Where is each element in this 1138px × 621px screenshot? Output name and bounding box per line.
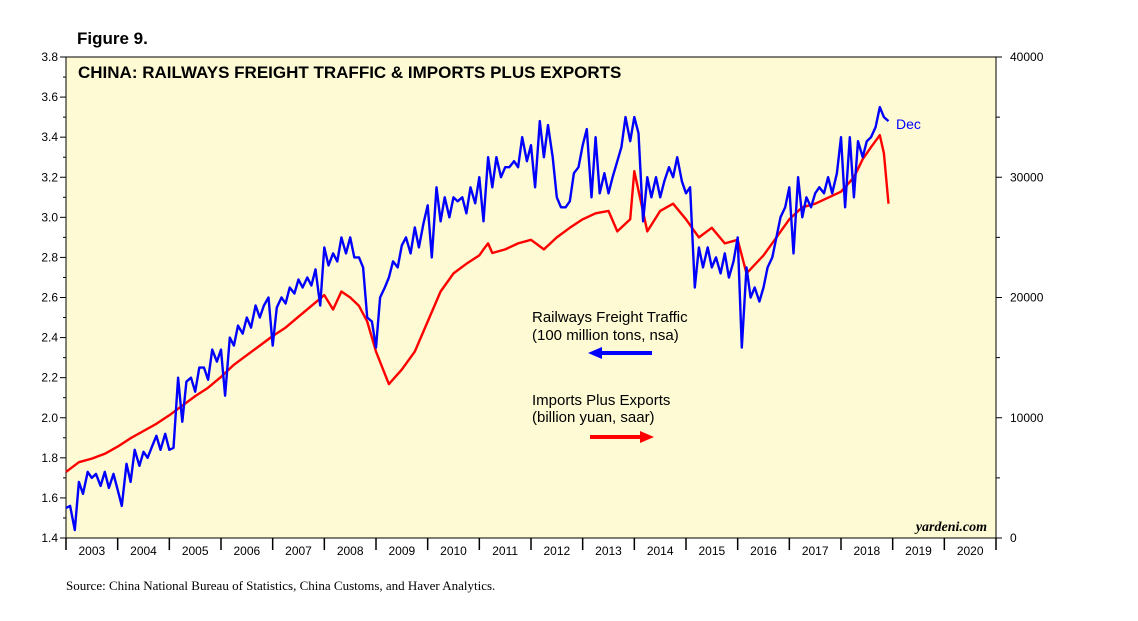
x-tick-label: 2005 [182, 544, 209, 558]
legend-railways-arrow [588, 347, 652, 359]
source-note: Source: China National Bureau of Statist… [66, 578, 495, 593]
left-tick-label: 1.8 [41, 451, 58, 465]
left-tick-label: 3.4 [41, 130, 58, 144]
left-tick-label: 1.6 [41, 491, 58, 505]
x-tick-label: 2016 [750, 544, 777, 558]
legend-railways-unit: (100 million tons, nsa) [532, 327, 679, 344]
right-tick-label: 30000 [1010, 170, 1044, 184]
x-tick-label: 2010 [440, 544, 467, 558]
left-tick-label: 2.6 [41, 291, 58, 305]
plot-area [65, 56, 997, 539]
left-tick-label: 2.8 [41, 250, 58, 264]
x-tick-label: 2011 [492, 544, 518, 558]
railways-freight-line [65, 105, 890, 532]
x-axis: 2003 2004 2005 2006 2007 2008 2009 2010 2011 2012… [65, 538, 997, 558]
x-tick-label: 2006 [233, 544, 260, 558]
left-tick-label: 3.2 [41, 170, 58, 184]
x-tick-label: 2017 [802, 544, 829, 558]
x-tick-label: 2009 [388, 544, 415, 558]
left-tick-label: 2.4 [41, 331, 58, 345]
left-tick-label: 2.2 [41, 371, 58, 385]
right-tick-label: 10000 [1010, 411, 1044, 425]
brand-watermark: yardeni.com [914, 520, 987, 535]
x-tick-label: 2019 [905, 544, 932, 558]
right-axis: 0 10000 20000 30000 40000 [996, 50, 1044, 545]
x-tick-label: 2007 [285, 544, 312, 558]
left-tick-label: 3.8 [41, 50, 58, 64]
x-tick-label: 2013 [595, 544, 622, 558]
series-layer [65, 105, 890, 532]
x-tick-label: 2008 [337, 544, 364, 558]
legend-trade-unit: (billion yuan, saar) [532, 409, 655, 426]
x-tick-label: 2015 [698, 544, 725, 558]
left-tick-label: 3.0 [41, 210, 58, 224]
x-tick-label: 2004 [130, 544, 157, 558]
figure-label: Figure 9. [77, 29, 148, 48]
left-tick-label: 1.4 [41, 531, 58, 545]
right-tick-label: 40000 [1010, 50, 1044, 64]
x-tick-label: 2014 [647, 544, 674, 558]
x-tick-label: 2020 [957, 544, 984, 558]
left-axis: 1.4 1.6 1.8 2.0 2.2 2.4 2.6 2.8 3.0 3.2 3.4 3.6 3.8 [41, 50, 66, 545]
legend-trade-label: Imports Plus Exports [532, 392, 670, 409]
x-tick-label: 2018 [853, 544, 880, 558]
legend-railways-label: Railways Freight Traffic [532, 309, 688, 326]
end-label-dec: Dec [896, 116, 921, 132]
right-tick-label: 20000 [1010, 291, 1044, 305]
x-tick-label: 2003 [78, 544, 105, 558]
x-tick-label: 2012 [543, 544, 570, 558]
chart-title: CHINA: RAILWAYS FREIGHT TRAFFIC & IMPORT… [78, 63, 621, 82]
left-tick-label: 3.6 [41, 90, 58, 104]
imports-exports-line [65, 134, 890, 473]
legend-trade-arrow [590, 431, 654, 443]
left-tick-label: 2.0 [41, 411, 58, 425]
right-tick-label: 0 [1010, 531, 1017, 545]
